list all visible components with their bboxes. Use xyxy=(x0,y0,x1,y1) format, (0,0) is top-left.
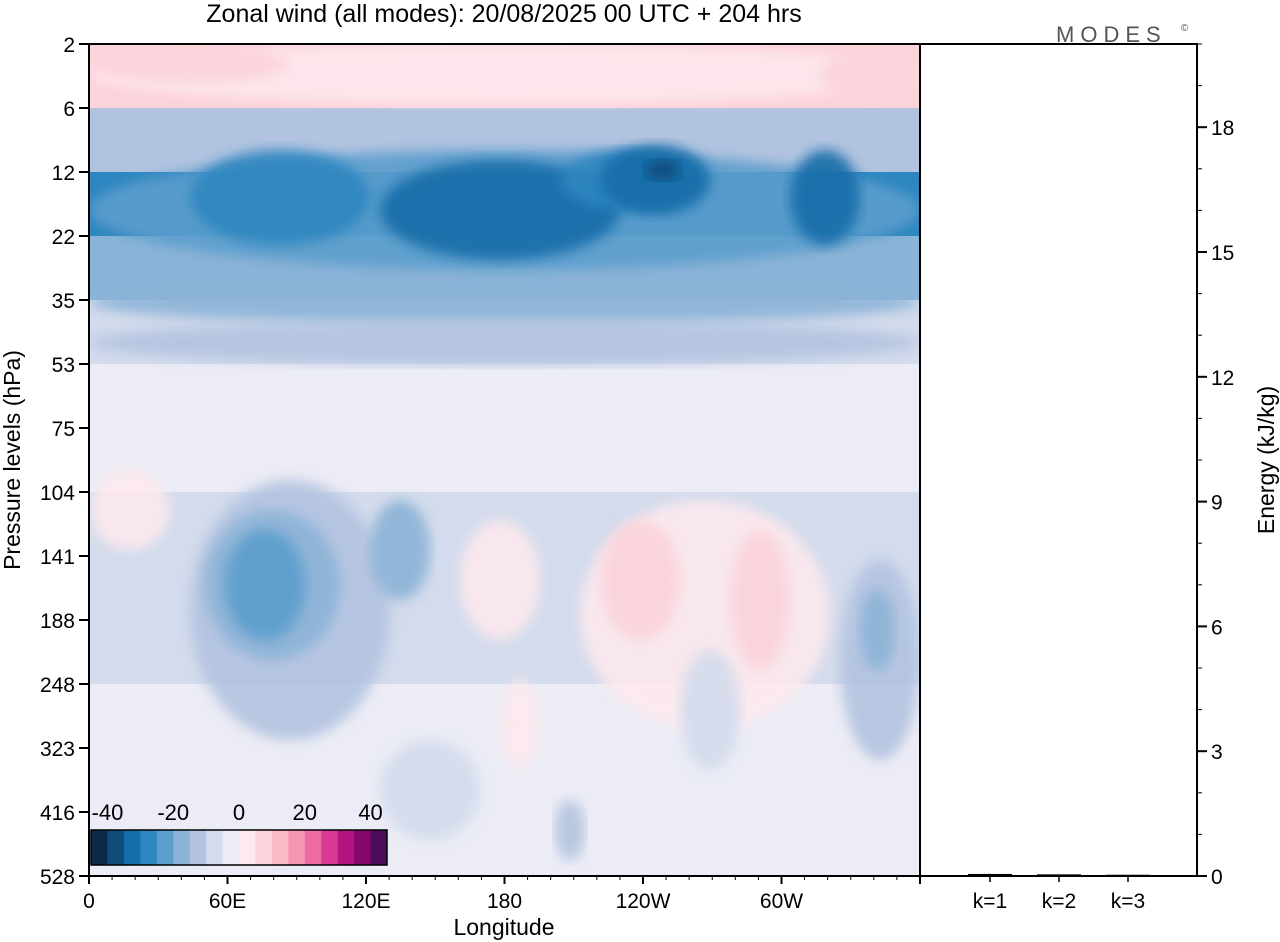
energy-category-label: k=2 xyxy=(1042,890,1076,913)
chart-title: Zonal wind (all modes): 20/08/2025 00 UT… xyxy=(206,0,801,28)
modes-logo: MODES xyxy=(1056,22,1167,47)
colorbar-swatch xyxy=(271,830,289,865)
heatmap-contour-region xyxy=(190,150,370,245)
colorbar-swatch xyxy=(173,830,191,865)
pressure-tick-label: 75 xyxy=(52,418,75,441)
colorbar-swatch xyxy=(123,830,141,865)
colorbar-swatch xyxy=(288,830,306,865)
pressure-tick-label: 416 xyxy=(40,802,75,825)
colorbar-tick-label: 20 xyxy=(293,800,317,825)
colorbar-swatch xyxy=(354,830,372,865)
colorbar-swatch xyxy=(255,830,273,865)
pressure-tick-label: 141 xyxy=(40,546,75,569)
longitude-axis: 0 60E 120E 180 120W 60W xyxy=(83,876,921,913)
longitude-tick-label: 0 xyxy=(83,890,95,913)
energy-tick-label: 18 xyxy=(1211,117,1234,140)
colorbar-swatch xyxy=(140,830,158,865)
energy-category-label: k=1 xyxy=(973,890,1007,913)
colorbar-tick-label: 0 xyxy=(233,800,245,825)
colorbar-swatch xyxy=(304,830,322,865)
colorbar-swatch xyxy=(91,830,108,865)
heatmap-contour-region xyxy=(380,160,620,260)
pressure-tick-label: 104 xyxy=(40,482,75,505)
pressure-tick-label: 248 xyxy=(40,674,75,697)
energy-axis-label: Energy (kJ/kg) xyxy=(1253,386,1279,534)
longitude-tick-label: 120W xyxy=(616,890,671,913)
logo-copyright-mark: © xyxy=(1181,23,1189,34)
heatmap-contours xyxy=(89,44,920,876)
heatmap-contour-region xyxy=(600,520,680,640)
pressure-tick-label: 53 xyxy=(52,354,75,377)
longitude-tick-label: 60E xyxy=(209,890,246,913)
heatmap-contour-region xyxy=(370,500,430,600)
heatmap-contour-region xyxy=(89,320,920,365)
colorbar-tick-label: -40 xyxy=(92,800,124,825)
pressure-tick-label: 323 xyxy=(40,738,75,761)
heatmap-contour-region xyxy=(730,530,790,670)
y-axis-label: Pressure levels (hPa) xyxy=(0,350,25,570)
heatmap-contour-region xyxy=(500,680,540,770)
pressure-tick-label: 35 xyxy=(52,290,75,313)
colorbar-swatch xyxy=(206,830,224,865)
longitude-tick-label: 120E xyxy=(341,890,390,913)
heatmap-contour-region xyxy=(790,150,860,245)
heatmap-contour-region xyxy=(860,590,895,670)
heatmap-contour-region xyxy=(225,530,305,640)
energy-tick-label: 6 xyxy=(1211,616,1223,639)
pressure-tick-label: 2 xyxy=(63,34,75,57)
pressure-tick-label: 12 xyxy=(52,162,75,185)
colorbar-swatch xyxy=(222,830,240,865)
heatmap-area xyxy=(89,44,920,876)
energy-tick-label: 0 xyxy=(1211,866,1223,889)
colorbar-swatch xyxy=(321,830,339,865)
x-axis-label: Longitude xyxy=(453,914,554,940)
energy-tick-label: 15 xyxy=(1211,242,1234,265)
colorbar-tick-label: -20 xyxy=(157,800,189,825)
energy-panel-frame xyxy=(919,43,1198,877)
heatmap-contour-region xyxy=(90,470,170,550)
heatmap-contour-region xyxy=(600,145,710,215)
energy-category-label: k=3 xyxy=(1111,890,1145,913)
pressure-tick-label: 22 xyxy=(52,226,75,249)
longitude-tick-label: 180 xyxy=(487,890,522,913)
colorbar: -40 -20 0 20 40 xyxy=(90,800,388,866)
pressure-tick-label: 188 xyxy=(40,610,75,633)
pressure-axis: 2 6 12 22 35 53 75 104 141 188 248 323 416 528 xyxy=(40,34,89,889)
heatmap-contour-region xyxy=(89,44,920,104)
heatmap-contour-region xyxy=(460,520,540,640)
heatmap-contour-region xyxy=(820,50,920,100)
pressure-tick-label: 528 xyxy=(40,866,75,889)
heatmap-contour-region xyxy=(645,160,680,180)
colorbar-tick-label: 40 xyxy=(358,800,382,825)
energy-bar xyxy=(968,873,1012,876)
colorbar-swatch xyxy=(107,830,125,865)
colorbar-swatch xyxy=(239,830,256,865)
colorbar-frame xyxy=(90,829,388,866)
energy-bar xyxy=(1037,874,1081,876)
energy-bars: k=1 k=2 k=3 xyxy=(968,873,1150,913)
energy-bar xyxy=(1106,874,1150,877)
colorbar-swatch xyxy=(337,830,355,865)
colorbar-swatch xyxy=(189,830,207,865)
colorbar-swatch xyxy=(370,830,388,865)
heatmap-contour-region xyxy=(89,44,289,84)
energy-tick-label: 9 xyxy=(1211,492,1223,515)
energy-tick-label: 3 xyxy=(1211,741,1223,764)
heatmap-contour-region xyxy=(380,740,480,840)
energy-axis: 0 3 6 9 12 15 18 xyxy=(1197,43,1234,889)
heatmap-contour-region xyxy=(89,280,920,325)
heatmap-contour-region xyxy=(555,800,585,860)
longitude-tick-label: 60W xyxy=(760,890,803,913)
heatmap-band xyxy=(89,364,920,492)
pressure-tick-label: 6 xyxy=(63,98,75,121)
colorbar-swatch xyxy=(156,830,174,865)
energy-tick-label: 12 xyxy=(1211,367,1234,390)
heatmap-contour-region xyxy=(680,650,740,770)
